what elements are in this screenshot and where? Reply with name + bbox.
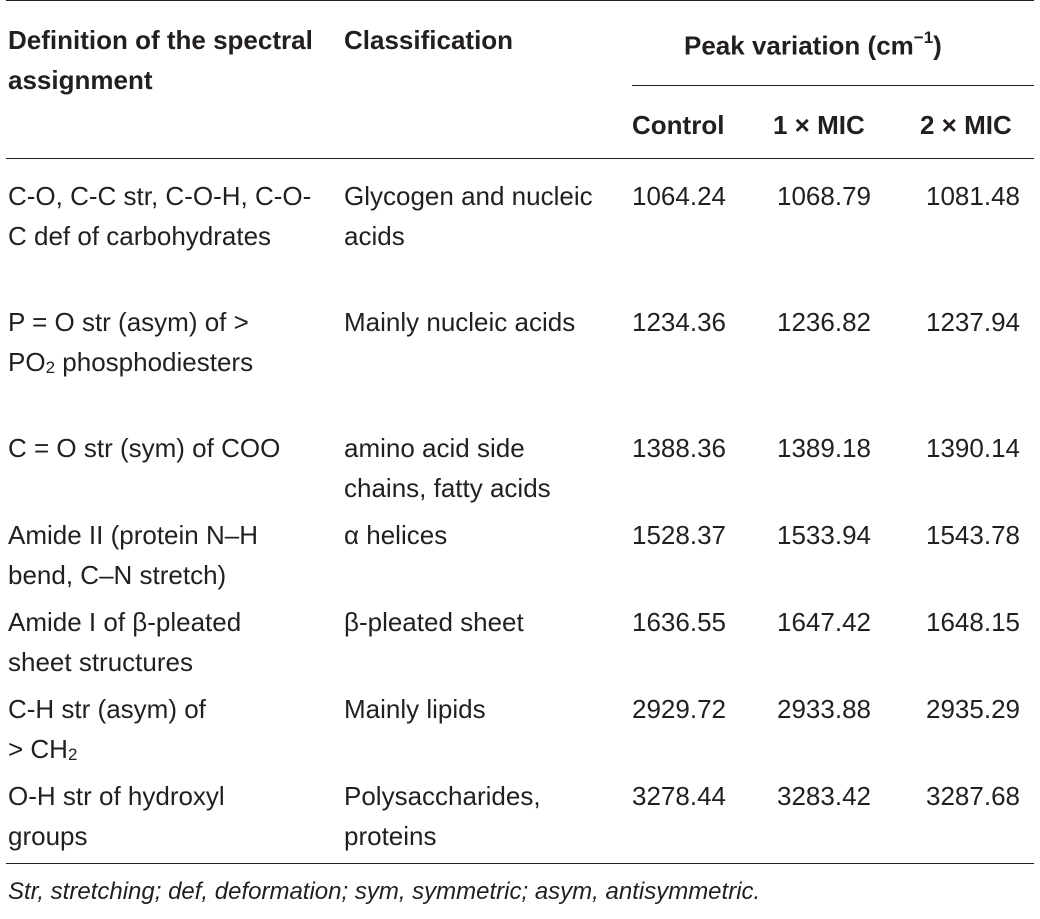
cell-control: 1636.55: [632, 607, 726, 637]
cell-definition: C-H str (asym) of > CH2: [8, 689, 228, 773]
header-peak-variation-close: ): [933, 30, 942, 61]
header-2mic: 2 × MIC: [920, 110, 1012, 140]
table-footnote: Str, stretching; def, deformation; sym, …: [8, 878, 761, 905]
cell-definition-text: O-H str of hydroxyl groups: [8, 781, 225, 851]
cell-control: 2929.72: [632, 694, 726, 724]
cell-control: 3278.44: [632, 781, 726, 811]
header-peak-variation: Peak variation (cm−1): [684, 20, 942, 66]
header-definition: Definition of the spectral assignment: [8, 25, 313, 95]
cell-1mic: 1068.79: [777, 181, 871, 211]
cell-definition: O-H str of hydroxyl groups: [8, 776, 268, 856]
cell-definition: C = O str (sym) of COO: [8, 428, 328, 468]
cell-classification: β-pleated sheet: [344, 607, 524, 637]
cell-classification: amino acid side chains, fatty acids: [344, 433, 551, 503]
cell-control: 1528.37: [632, 520, 726, 550]
cell-1mic: 1236.82: [777, 307, 871, 337]
cell-control: 1388.36: [632, 433, 726, 463]
cell-definition-text: Amide II (protein N–H bend, C–N stretch): [8, 520, 258, 590]
cell-definition: P = O str (asym) of > PO2 phosphodiester…: [8, 302, 268, 386]
header-1mic: 1 × MIC: [773, 110, 865, 140]
cell-2mic: 1543.78: [926, 520, 1020, 550]
cell-2mic: 1648.15: [926, 607, 1020, 637]
cell-classification: Mainly lipids: [344, 694, 486, 724]
header-peak-variation-text: Peak variation (cm: [684, 30, 914, 61]
cell-classification: α helices: [344, 520, 448, 550]
cell-2mic: 1390.14: [926, 433, 1020, 463]
cell-definition: Amide I of β-pleated sheet structures: [8, 602, 298, 682]
cell-control: 1064.24: [632, 181, 726, 211]
cell-classification: Mainly nucleic acids: [344, 307, 576, 337]
cell-definition-text: Amide I of β-pleated sheet structures: [8, 607, 242, 677]
header-bottom-rule: [6, 158, 1034, 159]
cell-1mic: 1389.18: [777, 433, 871, 463]
cell-2mic: 1081.48: [926, 181, 1020, 211]
header-peak-variation-sup: −1: [913, 28, 934, 47]
cell-1mic: 3283.42: [777, 781, 871, 811]
table-top-rule: [6, 0, 1034, 1]
peak-variation-subrule: [632, 85, 1034, 86]
cell-2mic: 2935.29: [926, 694, 1020, 724]
cell-definition-text: C-O, C-C str, C-O-H, C-O-C def of carboh…: [8, 181, 312, 251]
cell-definition-sub: 2: [45, 358, 56, 377]
header-classification: Classification: [344, 25, 514, 55]
cell-control: 1234.36: [632, 307, 726, 337]
cell-1mic: 1533.94: [777, 520, 871, 550]
cell-definition-text: C = O str (sym) of COO: [8, 433, 281, 463]
cell-definition-text-tail: phosphodiesters: [55, 347, 254, 377]
cell-definition: Amide II (protein N–H bend, C–N stretch): [8, 515, 298, 595]
cell-definition-text: P = O str (asym) of > PO: [8, 307, 249, 377]
cell-classification: Polysaccharides, proteins: [344, 781, 541, 851]
cell-definition: C-O, C-C str, C-O-H, C-O-C def of carboh…: [8, 176, 328, 256]
table-bottom-rule: [6, 863, 1034, 864]
cell-classification: Glycogen and nucleic acids: [344, 181, 593, 251]
cell-2mic: 3287.68: [926, 781, 1020, 811]
cell-2mic: 1237.94: [926, 307, 1020, 337]
cell-1mic: 2933.88: [777, 694, 871, 724]
cell-definition-sub: 2: [67, 745, 78, 764]
header-control: Control: [632, 110, 725, 140]
cell-definition-text: C-H str (asym) of > CH: [8, 694, 206, 764]
cell-1mic: 1647.42: [777, 607, 871, 637]
